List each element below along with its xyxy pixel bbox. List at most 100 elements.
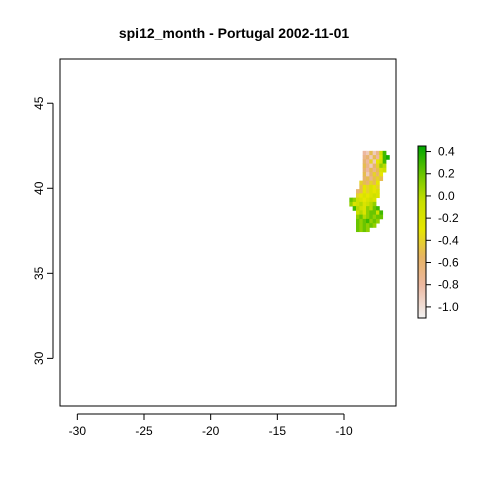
raster-cell: [352, 197, 357, 203]
raster-cell: [376, 184, 380, 190]
raster-cell: [356, 193, 360, 199]
raster-cell: [359, 184, 364, 190]
plot-frame: [59, 58, 397, 407]
raster-cell: [362, 163, 367, 169]
raster-cell: [379, 150, 384, 156]
raster-cell: [362, 197, 367, 203]
raster-cell: [376, 180, 380, 186]
raster-cell: [359, 206, 364, 211]
raster-cell: [369, 150, 374, 156]
raster-cell: [366, 197, 370, 203]
raster-cell: [356, 223, 360, 228]
raster-cell: [376, 167, 380, 173]
raster-cell: [369, 210, 374, 216]
raster-cell: [372, 155, 377, 160]
raster-cell: [362, 172, 367, 177]
raster-cell: [379, 172, 384, 177]
raster-cell: [366, 176, 370, 182]
raster-cell: [369, 184, 374, 190]
raster-cell: [362, 218, 367, 224]
raster-cell: [376, 193, 380, 199]
raster-cell: [372, 210, 377, 216]
raster-cell: [359, 197, 364, 203]
raster-cell: [372, 206, 377, 211]
x-tick-label: -30: [69, 424, 87, 438]
raster-cell: [362, 189, 367, 194]
raster-cell: [372, 189, 377, 194]
raster-cell: [372, 163, 377, 169]
raster-cell: [362, 227, 367, 233]
raster-cell: [379, 167, 384, 173]
raster-cell: [376, 150, 380, 156]
raster-cell: [376, 163, 380, 169]
legend-tick-label: 0.2: [438, 167, 455, 181]
raster-cell: [372, 150, 377, 156]
raster-cell: [362, 167, 367, 173]
raster-cell: [372, 184, 377, 190]
legend-tick-label: -1.0: [438, 300, 459, 314]
raster-cell: [349, 201, 354, 207]
raster-cell: [366, 163, 370, 169]
raster-cell: [362, 193, 367, 199]
raster-cell: [352, 201, 357, 207]
raster-cell: [382, 167, 387, 173]
raster-layer: [349, 150, 390, 233]
raster-cell: [372, 193, 377, 199]
raster-cell: [376, 172, 380, 177]
y-tick-label: 45: [32, 96, 46, 110]
raster-cell: [359, 223, 364, 228]
raster-cell: [349, 197, 354, 203]
x-axis: -30 -25 -20 -15 -10: [69, 413, 353, 438]
raster-cell: [366, 155, 370, 160]
raster-cell: [359, 210, 364, 216]
raster-cell: [366, 172, 370, 177]
raster-cell: [366, 227, 370, 233]
raster-cell: [369, 180, 374, 186]
raster-cell: [362, 150, 367, 156]
raster-cell: [356, 189, 360, 194]
raster-cell: [359, 189, 364, 194]
raster-cell: [362, 214, 367, 220]
y-axis: 30 35 40 45: [32, 96, 54, 365]
raster-cell: [356, 197, 360, 203]
raster-cell: [382, 150, 387, 156]
x-tick-label: -25: [135, 424, 153, 438]
raster-cell: [379, 210, 384, 216]
raster-cell: [372, 218, 377, 224]
raster-cell: [376, 210, 380, 216]
raster-cell: [369, 214, 374, 220]
color-legend: 0.4 0.2 0.0 -0.2 -0.4 -0.6 -0.8 -1.0: [417, 145, 459, 319]
raster-cell: [376, 159, 380, 165]
raster-cell: [366, 193, 370, 199]
raster-cell: [366, 210, 370, 216]
legend-tick-label: 0.4: [438, 145, 455, 159]
raster-cell: [379, 176, 384, 182]
raster-cell: [369, 201, 374, 207]
raster-cell: [362, 210, 367, 216]
raster-cell: [382, 155, 387, 160]
x-tick-label: -15: [269, 424, 287, 438]
raster-cell: [369, 159, 374, 165]
raster-cell: [356, 201, 360, 207]
raster-cell: [376, 214, 380, 220]
raster-cell: [366, 159, 370, 165]
x-tick-label: -10: [335, 424, 353, 438]
raster-cell: [352, 206, 357, 211]
raster-cell: [379, 155, 384, 160]
raster-cell: [359, 214, 364, 220]
raster-cell: [372, 214, 377, 220]
raster-cell: [362, 184, 367, 190]
legend-tick-label: -0.2: [438, 211, 459, 225]
raster-cell: [356, 227, 360, 233]
raster-cell: [366, 167, 370, 173]
raster-cell: [369, 197, 374, 203]
raster-cell: [366, 223, 370, 228]
raster-cell: [366, 218, 370, 224]
raster-cell: [366, 180, 370, 186]
raster-cell: [359, 193, 364, 199]
raster-cell: [362, 180, 367, 186]
raster-cell: [369, 189, 374, 194]
raster-cell: [372, 223, 377, 228]
